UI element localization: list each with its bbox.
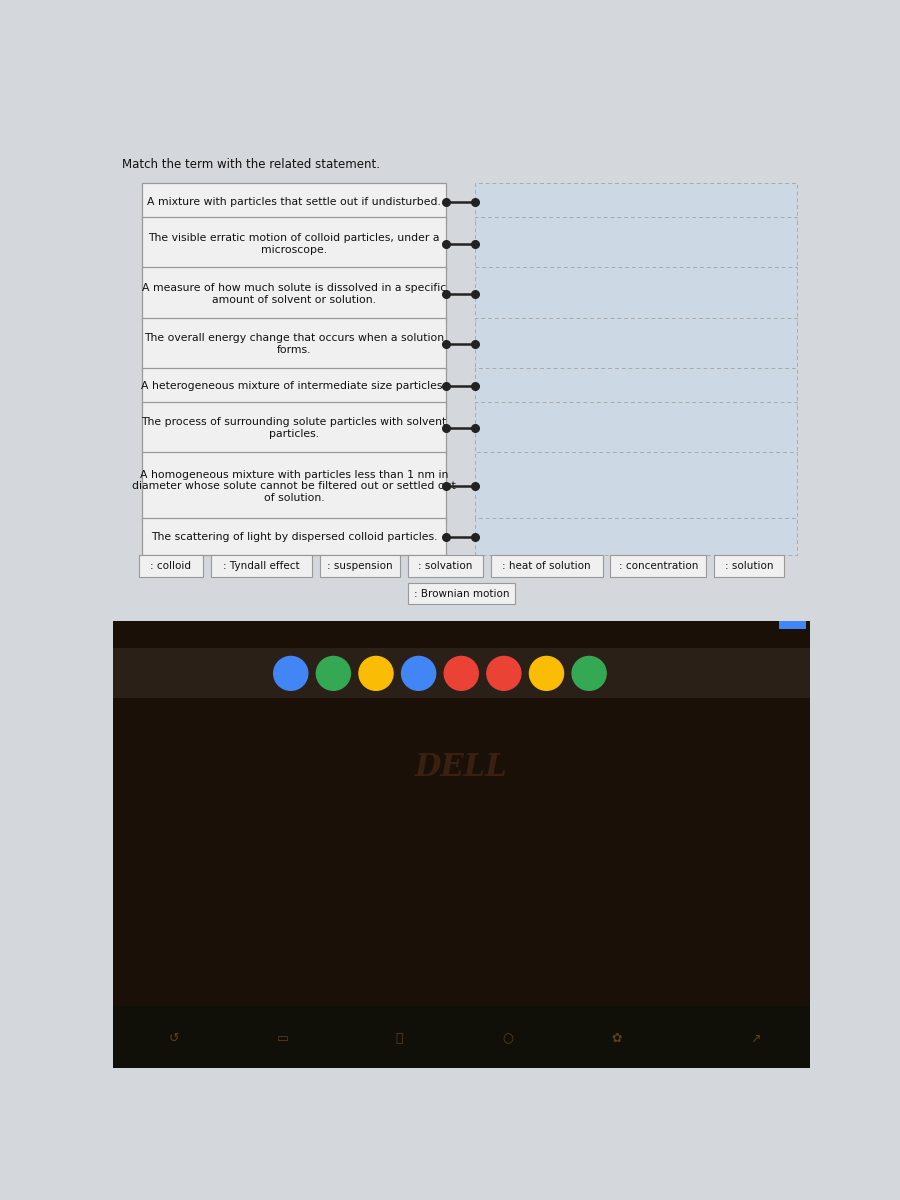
Bar — [715, 556, 784, 577]
Text: A measure of how much solute is dissolved in a specific
amount of solvent or sol: A measure of how much solute is dissolve… — [141, 283, 446, 305]
Text: The process of surrounding solute particles with solvent
particles.: The process of surrounding solute partic… — [141, 418, 446, 439]
Text: : Brownian motion: : Brownian motion — [413, 589, 509, 599]
Bar — [408, 583, 515, 605]
Bar — [142, 318, 445, 371]
Text: ⬜: ⬜ — [395, 1032, 403, 1045]
Text: : concentration: : concentration — [618, 560, 698, 571]
Text: Match the term with the related statement.: Match the term with the related statemen… — [122, 158, 380, 170]
Bar — [112, 648, 810, 698]
Text: : heat of solution: : heat of solution — [502, 560, 591, 571]
Text: ▭: ▭ — [277, 1032, 289, 1045]
Bar — [142, 268, 445, 320]
Circle shape — [359, 656, 393, 690]
Bar — [475, 184, 796, 221]
Text: : suspension: : suspension — [328, 560, 392, 571]
Bar — [142, 184, 445, 221]
Text: A heterogeneous mixture of intermediate size particles.: A heterogeneous mixture of intermediate … — [141, 382, 446, 391]
Bar — [779, 606, 806, 629]
Text: ○: ○ — [502, 1032, 513, 1045]
Bar — [475, 367, 796, 404]
Text: The visible erratic motion of colloid particles, under a
microscope.: The visible erratic motion of colloid pa… — [148, 233, 439, 254]
Text: The scattering of light by dispersed colloid particles.: The scattering of light by dispersed col… — [150, 532, 437, 541]
Bar — [112, 144, 810, 622]
Bar — [475, 452, 796, 521]
Circle shape — [316, 656, 350, 690]
Bar — [610, 556, 706, 577]
Text: ↺: ↺ — [169, 1032, 180, 1045]
Text: : solution: : solution — [724, 560, 773, 571]
Bar — [320, 556, 400, 577]
Bar — [475, 268, 796, 320]
Bar — [475, 402, 796, 455]
Bar — [408, 556, 483, 577]
Bar — [112, 1007, 810, 1068]
Circle shape — [274, 656, 308, 690]
Bar — [475, 518, 796, 556]
Text: A mixture with particles that settle out if undisturbed.: A mixture with particles that settle out… — [147, 197, 441, 206]
Text: DELL: DELL — [415, 752, 508, 784]
Text: : solvation: : solvation — [418, 560, 472, 571]
Text: ✿: ✿ — [611, 1032, 622, 1045]
Bar — [142, 367, 445, 404]
Circle shape — [572, 656, 607, 690]
Bar — [112, 622, 810, 1068]
Text: ↗: ↗ — [751, 1032, 761, 1045]
Bar — [142, 217, 445, 270]
Circle shape — [401, 656, 436, 690]
Text: : Tyndall effect: : Tyndall effect — [223, 560, 300, 571]
Circle shape — [445, 656, 478, 690]
Circle shape — [487, 656, 521, 690]
Bar — [475, 318, 796, 371]
Bar — [211, 556, 312, 577]
Text: : colloid: : colloid — [150, 560, 192, 571]
Text: A homogeneous mixture with particles less than 1 nm in
diameter whose solute can: A homogeneous mixture with particles les… — [132, 470, 455, 503]
Bar — [142, 402, 445, 455]
Bar — [475, 217, 796, 270]
Circle shape — [529, 656, 563, 690]
Bar — [142, 518, 445, 556]
Text: The overall energy change that occurs when a solution
forms.: The overall energy change that occurs wh… — [144, 334, 444, 355]
Bar — [139, 556, 203, 577]
Bar — [142, 452, 445, 521]
Bar — [491, 556, 603, 577]
